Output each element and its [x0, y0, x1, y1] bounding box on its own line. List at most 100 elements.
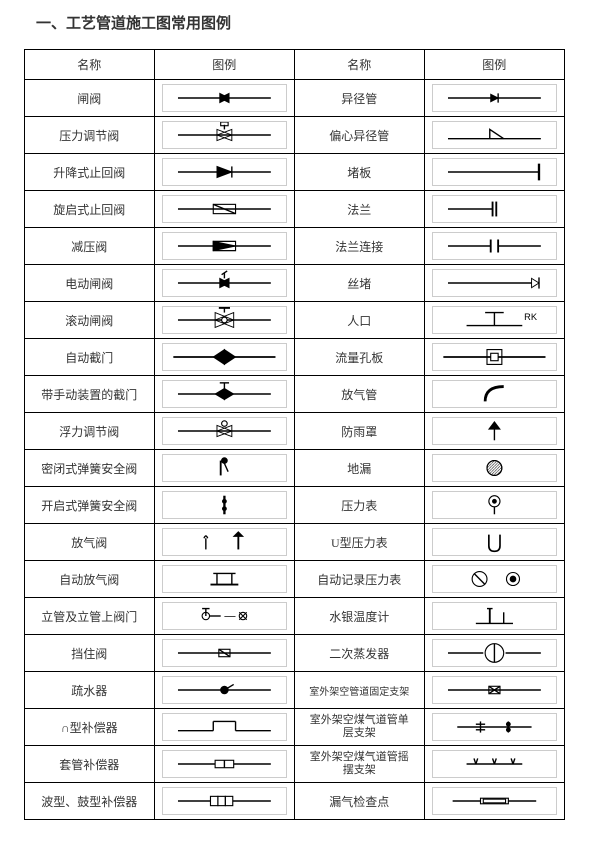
table-row: ∩型补偿器 室外架空煤气道管单层支架	[25, 709, 565, 746]
right-symbol-cell	[424, 487, 564, 524]
recording-pressure-icon	[432, 565, 557, 593]
right-symbol-cell	[424, 561, 564, 598]
left-symbol-cell	[154, 228, 294, 265]
right-name-cell: 二次蒸发器	[294, 635, 424, 672]
right-name-cell: 室外架空管道固定支架	[294, 672, 424, 709]
right-symbol-cell	[424, 635, 564, 672]
left-symbol-cell	[154, 376, 294, 413]
left-name-cell: 自动截门	[25, 339, 155, 376]
trap-icon	[162, 676, 287, 704]
table-row: 升降式止回阀 堵板	[25, 154, 565, 191]
left-name-cell: 套管补偿器	[25, 746, 155, 783]
left-symbol-cell	[154, 524, 294, 561]
table-row: 压力调节阀偏心异径管	[25, 117, 565, 154]
left-name-cell: 升降式止回阀	[25, 154, 155, 191]
table-row: 波型、鼓型补偿器漏气检查点	[25, 783, 565, 820]
right-symbol-cell	[424, 413, 564, 450]
fixed-support-icon	[432, 676, 557, 704]
left-symbol-cell	[154, 487, 294, 524]
right-symbol-cell	[424, 117, 564, 154]
right-name-cell: 地漏	[294, 450, 424, 487]
n-compensator-icon	[162, 713, 287, 741]
right-name-cell: 堵板	[294, 154, 424, 191]
right-name-cell: 自动记录压力表	[294, 561, 424, 598]
right-symbol-cell	[424, 598, 564, 635]
rolling-gate-valve-icon	[162, 306, 287, 334]
right-symbol-cell	[424, 80, 564, 117]
right-name-cell: 人口	[294, 302, 424, 339]
left-symbol-cell: —	[154, 598, 294, 635]
right-name-cell: 水银温度计	[294, 598, 424, 635]
header-symbol1: 图例	[154, 50, 294, 80]
right-symbol-cell	[424, 265, 564, 302]
left-symbol-cell	[154, 450, 294, 487]
left-name-cell: 立管及立管上阀门	[25, 598, 155, 635]
table-row: 自动放气阀自动记录压力表	[25, 561, 565, 598]
pressure-regulating-valve-icon	[162, 121, 287, 149]
swing-support-icon	[432, 750, 557, 778]
table-row: 挡住阀 二次蒸发器	[25, 635, 565, 672]
table-row: 滚动闸阀 人口 RK	[25, 302, 565, 339]
right-name-cell: 放气管	[294, 376, 424, 413]
legend-table: 名称 图例 名称 图例 闸阀异径管压力调节阀偏心异径管升降式止回阀堵板旋启式止回…	[24, 49, 565, 820]
right-name-cell: 丝堵	[294, 265, 424, 302]
left-name-cell: 波型、鼓型补偿器	[25, 783, 155, 820]
left-symbol-cell	[154, 413, 294, 450]
svg-text:RK: RK	[524, 312, 538, 322]
flange-connection-icon	[432, 232, 557, 260]
table-row: 密闭式弹簧安全阀地漏	[25, 450, 565, 487]
left-symbol-cell	[154, 191, 294, 228]
left-symbol-cell	[154, 746, 294, 783]
lift-check-valve-icon	[162, 158, 287, 186]
sleeve-compensator-icon	[162, 750, 287, 778]
left-name-cell: 带手动装置的截门	[25, 376, 155, 413]
right-name-cell: 法兰连接	[294, 228, 424, 265]
table-row: 减压阀 法兰连接	[25, 228, 565, 265]
right-symbol-cell	[424, 450, 564, 487]
left-symbol-cell	[154, 783, 294, 820]
leak-check-icon	[432, 787, 557, 815]
left-name-cell: 压力调节阀	[25, 117, 155, 154]
header-name2: 名称	[294, 50, 424, 80]
u-pressure-gauge-icon	[432, 528, 557, 556]
left-name-cell: 疏水器	[25, 672, 155, 709]
left-name-cell: 挡住阀	[25, 635, 155, 672]
table-row: 套管补偿器室外架空煤气道管摇摆支架	[25, 746, 565, 783]
block-valve-icon	[162, 639, 287, 667]
swing-check-valve-icon	[162, 195, 287, 223]
left-symbol-cell	[154, 154, 294, 191]
right-symbol-cell	[424, 746, 564, 783]
reducer-icon	[432, 84, 557, 112]
gate-valve-icon	[162, 84, 287, 112]
right-symbol-cell	[424, 524, 564, 561]
left-symbol-cell	[154, 709, 294, 746]
left-name-cell: 滚动闸阀	[25, 302, 155, 339]
rain-cover-icon	[432, 417, 557, 445]
page-title: 一、工艺管道施工图常用图例	[36, 12, 565, 33]
left-name-cell: 减压阀	[25, 228, 155, 265]
right-name-cell: 室外架空煤气道管单层支架	[294, 709, 424, 746]
left-symbol-cell	[154, 80, 294, 117]
riser-valve-icon: —	[162, 602, 287, 630]
float-valve-icon	[162, 417, 287, 445]
table-row: 放气阀U型压力表	[25, 524, 565, 561]
left-symbol-cell	[154, 117, 294, 154]
right-symbol-cell	[424, 376, 564, 413]
vent-pipe-icon	[432, 380, 557, 408]
right-symbol-cell	[424, 672, 564, 709]
mercury-thermometer-icon	[432, 602, 557, 630]
left-name-cell: ∩型补偿器	[25, 709, 155, 746]
right-name-cell: 法兰	[294, 191, 424, 228]
screw-plug-icon	[432, 269, 557, 297]
floor-drain-icon	[432, 454, 557, 482]
table-row: 电动闸阀丝堵	[25, 265, 565, 302]
left-symbol-cell	[154, 339, 294, 376]
right-name-cell: 防雨罩	[294, 413, 424, 450]
svg-text:—: —	[224, 611, 236, 623]
left-name-cell: 闸阀	[25, 80, 155, 117]
table-row: 旋启式止回阀法兰	[25, 191, 565, 228]
left-name-cell: 放气阀	[25, 524, 155, 561]
reducing-valve-icon	[162, 232, 287, 260]
table-row: 带手动装置的截门 放气管	[25, 376, 565, 413]
left-symbol-cell	[154, 635, 294, 672]
